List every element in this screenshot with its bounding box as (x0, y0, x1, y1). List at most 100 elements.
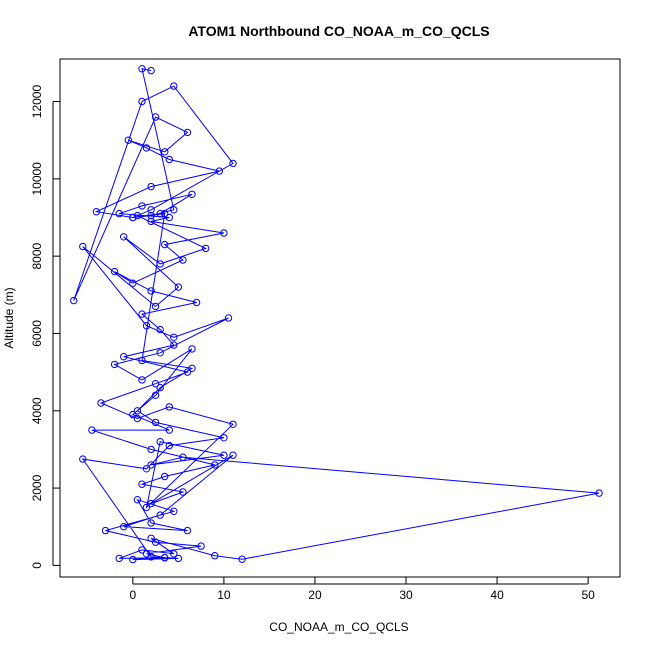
data-point (192, 298, 201, 307)
x-axis: 0 10 20 30 40 50 (130, 577, 595, 602)
data-point (156, 209, 164, 218)
data-point (92, 208, 101, 216)
data-point (97, 399, 105, 407)
data-point (70, 296, 78, 305)
data-point (151, 538, 160, 546)
y-tick-label: 8000 (30, 242, 44, 269)
data-point (147, 499, 155, 508)
data-point (120, 233, 128, 241)
data-point (188, 364, 196, 372)
data-point (147, 66, 155, 75)
data-point (595, 489, 603, 497)
data-point (147, 519, 155, 527)
data-point (183, 368, 192, 376)
data-point (161, 240, 169, 249)
data-point (138, 97, 146, 106)
data-point (138, 546, 146, 554)
data-point (220, 434, 228, 442)
data-point (147, 217, 155, 226)
data-point (165, 441, 174, 450)
x-tick-label: 40 (490, 588, 504, 602)
data-series (70, 65, 603, 564)
data-point (188, 190, 196, 199)
data-point (147, 461, 155, 469)
data-point (147, 206, 155, 214)
y-tick-label: 12000 (30, 85, 44, 119)
data-point (188, 345, 196, 353)
data-point (110, 360, 119, 369)
data-point (229, 159, 237, 168)
chart-title: ATOM1 Northbound CO_NOAA_m_CO_QCLS (188, 23, 489, 39)
data-point (138, 202, 146, 210)
data-point (120, 353, 128, 361)
data-point (156, 260, 164, 268)
data-point (220, 229, 228, 237)
data-point (165, 213, 174, 222)
data-point (156, 511, 164, 519)
x-tick-label: 10 (217, 588, 231, 602)
y-axis-label: Altitude (m) (2, 287, 16, 348)
data-point (179, 256, 187, 264)
x-axis-label: CO_NOAA_m_CO_QCLS (269, 620, 408, 634)
data-point (170, 507, 178, 515)
data-point (156, 325, 164, 334)
plot-frame (59, 58, 621, 578)
data-point (110, 267, 119, 276)
y-tick-label: 10000 (30, 162, 44, 196)
data-point (165, 426, 174, 434)
x-tick-label: 20 (308, 588, 322, 602)
data-point (211, 552, 219, 560)
x-tick-label: 30 (399, 588, 413, 602)
data-point (147, 534, 155, 542)
data-point (151, 302, 160, 311)
data-point (138, 310, 146, 318)
data-point (170, 341, 178, 349)
data-point (174, 554, 183, 563)
y-tick-label: 0 (30, 562, 44, 569)
data-point (133, 496, 142, 504)
y-tick-label: 4000 (30, 397, 44, 424)
data-point (151, 113, 160, 121)
data-point (147, 182, 155, 191)
y-axis: 0 2000 4000 6000 8000 10000 12000 (30, 85, 60, 569)
data-point (179, 488, 187, 496)
data-point (165, 155, 174, 164)
data-point (142, 144, 151, 152)
data-point (115, 554, 123, 563)
data-point (197, 542, 205, 550)
data-point (79, 455, 87, 463)
data-point (211, 461, 219, 469)
data-point (138, 65, 146, 73)
data-point (129, 555, 137, 564)
data-point (161, 472, 169, 481)
data-point (79, 242, 87, 251)
data-point (179, 453, 187, 461)
data-point (165, 403, 174, 411)
data-point (238, 555, 246, 563)
y-tick-label: 6000 (30, 320, 44, 347)
data-point (124, 136, 133, 144)
data-point (229, 451, 237, 459)
data-point (151, 380, 160, 388)
data-point (220, 451, 228, 459)
data-point (138, 376, 146, 384)
data-point (138, 356, 146, 365)
data-point (161, 209, 169, 218)
data-point (88, 426, 96, 434)
data-point (202, 244, 210, 253)
data-point (170, 550, 178, 558)
data-point (115, 209, 123, 218)
data-point (133, 414, 142, 423)
data-point (156, 383, 164, 392)
data-point (156, 349, 164, 357)
data-point (229, 420, 237, 428)
data-point (129, 213, 137, 222)
data-point (170, 333, 178, 341)
x-tick-label: 0 (130, 588, 137, 602)
data-point (151, 391, 160, 399)
data-point (147, 553, 155, 561)
data-point (170, 82, 178, 90)
data-point (161, 148, 169, 156)
data-point (174, 283, 183, 291)
data-point (161, 554, 169, 562)
